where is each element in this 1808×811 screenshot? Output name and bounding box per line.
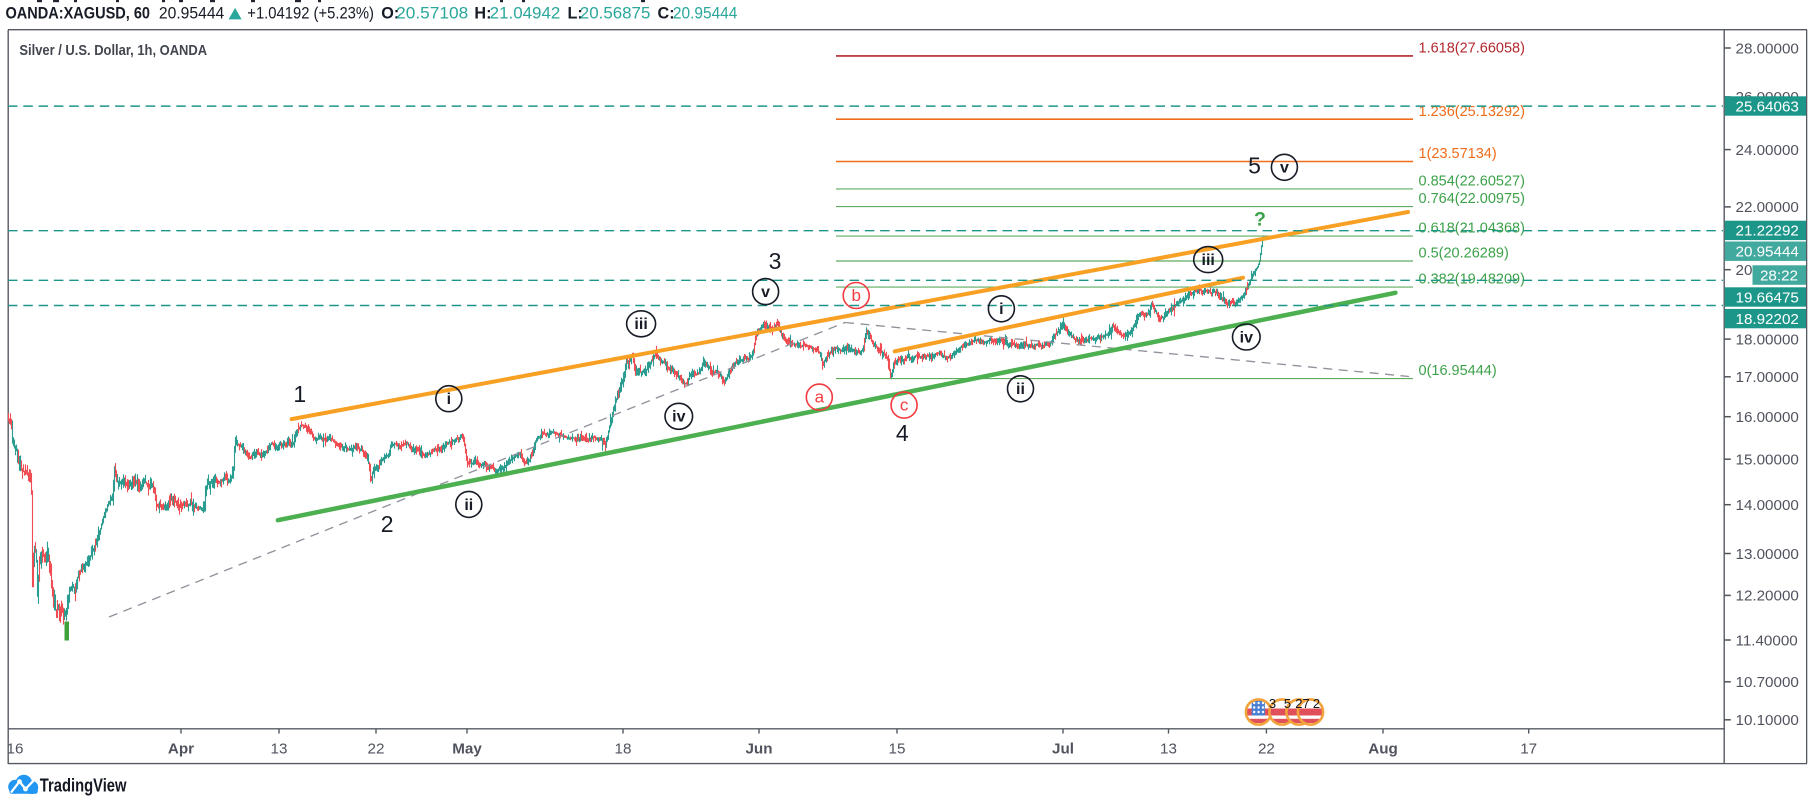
svg-text:5: 5	[1248, 153, 1261, 179]
svg-text:22: 22	[1258, 741, 1275, 758]
svg-text:+1.04192 (+5.23%): +1.04192 (+5.23%)	[247, 5, 374, 23]
svg-text:O:: O:	[381, 5, 399, 23]
svg-text:ii: ii	[1016, 381, 1025, 398]
svg-text:0.854(22.60527): 0.854(22.60527)	[1419, 174, 1525, 190]
svg-text:21.04942: 21.04942	[490, 5, 561, 23]
svg-text:27: 27	[1295, 696, 1309, 711]
svg-text:TradingView: TradingView	[40, 774, 127, 795]
svg-text:0.764(22.00975): 0.764(22.00975)	[1419, 191, 1525, 207]
svg-text:20: 20	[1736, 262, 1753, 279]
svg-text:0.5(20.26289): 0.5(20.26289)	[1419, 246, 1509, 262]
svg-text:2: 2	[381, 511, 394, 537]
svg-text:May: May	[452, 741, 482, 758]
svg-text:22.00000: 22.00000	[1736, 199, 1799, 216]
svg-text:12.20000: 12.20000	[1736, 588, 1799, 605]
svg-text:1.618(27.66058): 1.618(27.66058)	[1419, 41, 1525, 57]
svg-text:17.00000: 17.00000	[1736, 369, 1799, 386]
svg-text:21.22292: 21.22292	[1736, 223, 1799, 240]
svg-text:iv: iv	[672, 409, 685, 426]
svg-text:Jun: Jun	[745, 741, 772, 758]
svg-text:19.66475: 19.66475	[1736, 289, 1799, 306]
svg-text:15.00000: 15.00000	[1736, 452, 1799, 469]
svg-text:Aug: Aug	[1368, 741, 1398, 758]
svg-text:C:: C:	[658, 5, 675, 23]
svg-text:22: 22	[368, 741, 385, 758]
svg-text:iii: iii	[1202, 252, 1215, 269]
svg-text:L:: L:	[568, 5, 583, 23]
svg-text:24.00000: 24.00000	[1736, 142, 1799, 159]
svg-text:11.40000: 11.40000	[1736, 632, 1798, 649]
svg-text:4: 4	[896, 420, 909, 446]
svg-text:0.382(19.48209): 0.382(19.48209)	[1419, 272, 1525, 288]
svg-text:5: 5	[1284, 696, 1291, 711]
svg-text:i: i	[999, 301, 1003, 318]
svg-text:10.70000: 10.70000	[1736, 674, 1799, 691]
svg-text:c: c	[900, 396, 909, 415]
svg-text:28:22: 28:22	[1760, 267, 1798, 284]
svg-text:16: 16	[7, 741, 24, 758]
svg-text:18: 18	[615, 741, 632, 758]
svg-text:2: 2	[1313, 696, 1320, 711]
svg-text:v: v	[1280, 160, 1289, 177]
svg-text:ii: ii	[464, 497, 473, 514]
svg-text:16.00000: 16.00000	[1736, 409, 1799, 426]
svg-text:20.57108: 20.57108	[396, 5, 468, 23]
svg-text:OANDA:XAGUSD, 60: OANDA:XAGUSD, 60	[6, 5, 151, 23]
svg-text:25.64063: 25.64063	[1736, 98, 1799, 115]
svg-text:H:: H:	[474, 5, 491, 23]
svg-text:a: a	[815, 388, 825, 407]
svg-text:20.95444: 20.95444	[1736, 244, 1799, 261]
svg-text:20.95444: 20.95444	[159, 5, 224, 23]
svg-text:18.92202: 18.92202	[1736, 311, 1799, 328]
svg-text:iii: iii	[634, 316, 647, 333]
svg-text:18.00000: 18.00000	[1736, 331, 1799, 348]
svg-text:0(16.95444): 0(16.95444)	[1419, 363, 1497, 379]
svg-text:14.00000: 14.00000	[1736, 497, 1799, 514]
svg-text:13.00000: 13.00000	[1736, 546, 1799, 563]
svg-text:1(23.57134): 1(23.57134)	[1419, 146, 1497, 162]
svg-text:17: 17	[1520, 741, 1537, 758]
svg-text:13: 13	[271, 741, 288, 758]
svg-text:3: 3	[1269, 696, 1276, 711]
svg-text:v: v	[761, 284, 770, 301]
svg-text:Jul: Jul	[1052, 741, 1074, 758]
svg-text:0.618(21.04368): 0.618(21.04368)	[1419, 221, 1525, 237]
svg-text:iv: iv	[1240, 329, 1253, 346]
svg-text:1: 1	[293, 381, 306, 407]
svg-text:Apr: Apr	[168, 741, 194, 758]
svg-text:b: b	[851, 286, 860, 305]
svg-text:3: 3	[769, 248, 782, 274]
svg-text:28.00000: 28.00000	[1736, 40, 1799, 57]
svg-text:20.95444: 20.95444	[673, 5, 738, 23]
svg-text:13: 13	[1160, 741, 1177, 758]
svg-text:15: 15	[889, 741, 906, 758]
svg-text:i: i	[447, 391, 451, 408]
svg-text:Silver / U.S. Dollar, 1h, OAND: Silver / U.S. Dollar, 1h, OANDA	[19, 42, 207, 59]
svg-text:?: ?	[1254, 209, 1266, 231]
svg-text:20.56875: 20.56875	[580, 5, 651, 23]
svg-text:1.236(25.13292): 1.236(25.13292)	[1419, 104, 1525, 120]
svg-text:10.10000: 10.10000	[1736, 712, 1799, 729]
